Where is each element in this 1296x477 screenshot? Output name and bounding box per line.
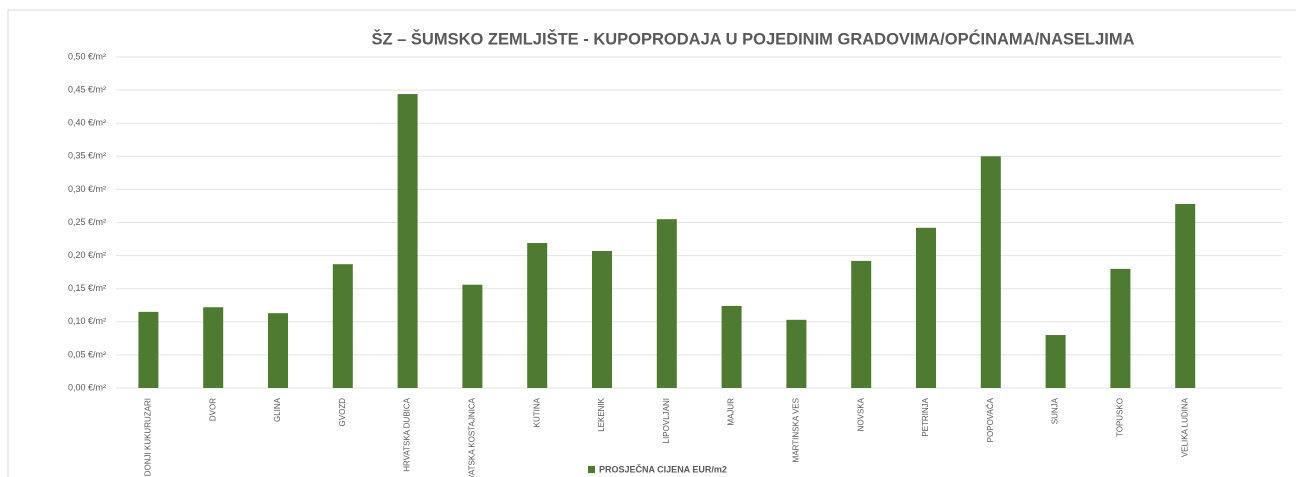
x-tick-label: POPOVAČA	[986, 397, 995, 442]
bar	[1175, 203, 1196, 388]
bar	[268, 313, 288, 388]
x-tick-label: LEKENIK	[597, 397, 606, 431]
x-tick-label: HRVATSKA DUBICA	[403, 397, 412, 471]
bar	[1110, 268, 1131, 388]
x-tick-label: GLINA	[273, 397, 282, 422]
x-tick-label: KUTINA	[532, 397, 541, 427]
bar	[786, 319, 807, 388]
bar	[397, 94, 418, 389]
bar	[656, 219, 677, 388]
bar	[1045, 335, 1066, 388]
y-tick-label: 0,35 €/m²	[68, 151, 106, 161]
x-tick-label: HRVATSKA KOSTAJNICA	[468, 397, 477, 477]
y-tick-label: 0,25 €/m²	[68, 217, 106, 227]
bar	[721, 305, 742, 388]
x-tick-label: MAJUR	[727, 398, 736, 426]
x-tick-label: DVOR	[208, 398, 217, 421]
y-tick-label: 0,45 €/m²	[68, 84, 106, 94]
y-tick-label: 0,15 €/m²	[68, 283, 106, 293]
bar	[851, 260, 872, 388]
x-tick-label: LIPOVLJANI	[662, 398, 671, 443]
bar	[980, 156, 1001, 388]
x-tick-label: TOPUSKO	[1116, 398, 1125, 437]
x-tick-label: VELIKA LUDINA	[1180, 397, 1189, 457]
y-tick-label: 0,00 €/m²	[68, 382, 106, 392]
x-tick-label: NOVSKA	[856, 397, 865, 431]
bar	[916, 227, 936, 388]
bar	[138, 311, 159, 388]
x-tick-label: SUNJA	[1051, 397, 1060, 424]
x-tick-label: PETRINJA	[921, 397, 930, 436]
bar	[462, 284, 483, 388]
chart-title: ŠZ – ŠUMSKO ZEMLJIŠTE - KUPOPRODAJA U PO…	[371, 29, 1134, 48]
y-tick-label: 0,30 €/m²	[68, 184, 106, 194]
bar	[527, 243, 548, 388]
x-tick-label: DONJI KUKURUZARI	[144, 398, 153, 476]
x-tick-label: MARTINSKA VES	[792, 398, 801, 462]
bar	[203, 307, 224, 388]
y-tick-label: 0,05 €/m²	[68, 349, 106, 359]
x-tick-label: GVOZD	[338, 398, 347, 427]
legend-swatch	[588, 466, 595, 473]
bar	[332, 264, 353, 388]
bar	[592, 250, 612, 388]
y-tick-label: 0,50 €/m²	[68, 51, 106, 61]
y-tick-label: 0,10 €/m²	[68, 316, 106, 326]
legend-label: PROSJEČNA CIJENA EUR/m2	[599, 463, 727, 474]
y-tick-label: 0,40 €/m²	[68, 118, 106, 128]
y-tick-label: 0,20 €/m²	[68, 250, 106, 260]
